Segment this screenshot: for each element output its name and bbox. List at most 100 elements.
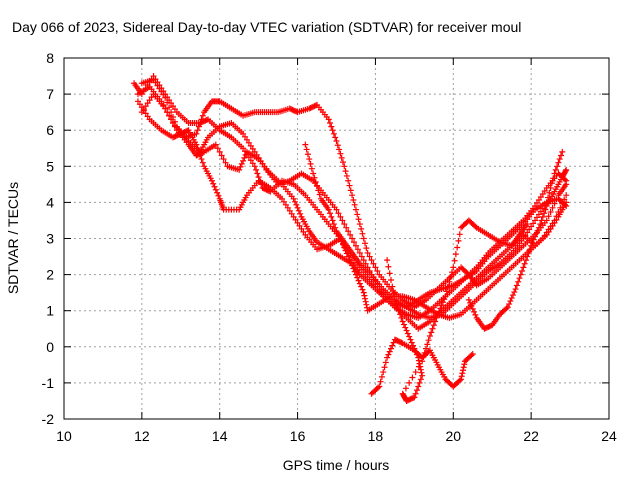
data-point <box>341 221 348 228</box>
data-point <box>400 321 407 328</box>
data-point <box>314 183 321 190</box>
data-point <box>354 246 361 253</box>
data-point <box>300 228 307 235</box>
data-point <box>555 159 562 166</box>
data-point <box>193 130 200 137</box>
data-point <box>442 293 449 300</box>
data-point <box>468 302 475 309</box>
data-point <box>171 106 178 113</box>
data-point <box>537 193 544 200</box>
data-point <box>345 177 352 184</box>
data-point <box>385 351 392 358</box>
data-point <box>519 267 526 274</box>
data-point <box>349 262 356 269</box>
data-point <box>549 220 556 227</box>
data-point <box>211 183 218 190</box>
data-point <box>398 339 405 346</box>
data-point <box>511 289 518 296</box>
data-point <box>452 251 459 258</box>
data-point <box>376 383 383 390</box>
data-point <box>294 204 301 211</box>
data-point <box>307 160 314 167</box>
data-point <box>506 301 513 308</box>
data-point <box>327 119 334 126</box>
data-point <box>425 337 432 344</box>
data-point <box>526 226 533 233</box>
data-point <box>465 296 472 303</box>
x-tick-label: 24 <box>601 428 617 444</box>
data-point <box>459 370 466 377</box>
y-tick-label: 5 <box>46 158 54 174</box>
data-point <box>460 367 467 374</box>
data-point <box>291 198 298 205</box>
data-points <box>131 73 570 404</box>
data-point <box>554 163 561 170</box>
data-point <box>454 244 461 251</box>
data-point <box>399 390 406 397</box>
data-point <box>512 286 519 293</box>
data-point <box>415 383 422 390</box>
data-point <box>415 363 422 370</box>
x-tick-label: 12 <box>134 428 150 444</box>
data-point <box>356 221 363 228</box>
data-point <box>328 123 335 130</box>
data-point <box>347 259 354 266</box>
data-point <box>377 378 384 385</box>
data-point <box>539 190 546 197</box>
data-point <box>162 94 169 101</box>
data-point <box>342 247 349 254</box>
data-point <box>255 154 262 161</box>
data-point <box>421 349 428 356</box>
data-point <box>295 207 302 214</box>
data-point <box>245 139 252 146</box>
y-tick-label: -1 <box>42 375 55 391</box>
data-point <box>503 305 510 312</box>
data-point <box>515 278 522 285</box>
data-point <box>417 376 424 383</box>
x-tick-label: 14 <box>212 428 228 444</box>
data-point <box>337 213 344 220</box>
data-point <box>543 217 550 224</box>
data-point <box>563 166 570 173</box>
data-point <box>562 168 569 175</box>
data-point <box>434 311 441 318</box>
data-point <box>195 123 202 130</box>
data-point <box>381 364 388 371</box>
data-point <box>546 189 553 196</box>
data-point <box>406 333 413 340</box>
data-point <box>553 213 560 220</box>
data-point <box>261 163 268 170</box>
data-point <box>532 217 539 224</box>
data-point <box>509 292 516 299</box>
data-point <box>214 189 221 196</box>
data-point <box>288 210 295 217</box>
data-point <box>156 85 163 92</box>
data-point <box>247 142 254 149</box>
data-point <box>199 112 206 119</box>
data-point <box>280 198 287 205</box>
data-point <box>296 222 303 229</box>
data-point <box>325 116 332 123</box>
data-point <box>362 295 369 302</box>
y-tick-label: 4 <box>46 194 54 210</box>
data-point <box>253 151 260 158</box>
data-point <box>355 277 362 284</box>
data-point <box>380 369 387 376</box>
data-point <box>507 298 514 305</box>
data-point <box>537 208 544 215</box>
data-point <box>170 103 176 110</box>
data-point <box>461 361 468 368</box>
data-point <box>199 159 206 166</box>
series-track-8 <box>384 217 531 404</box>
data-point <box>332 224 339 231</box>
data-point <box>237 163 244 170</box>
data-point <box>542 206 549 213</box>
data-point <box>282 201 289 208</box>
data-point <box>355 216 362 223</box>
data-point <box>347 231 354 238</box>
data-point <box>354 211 361 218</box>
data-point <box>458 376 465 383</box>
data-point <box>366 253 373 260</box>
data-point <box>362 260 369 267</box>
data-point <box>298 225 305 232</box>
